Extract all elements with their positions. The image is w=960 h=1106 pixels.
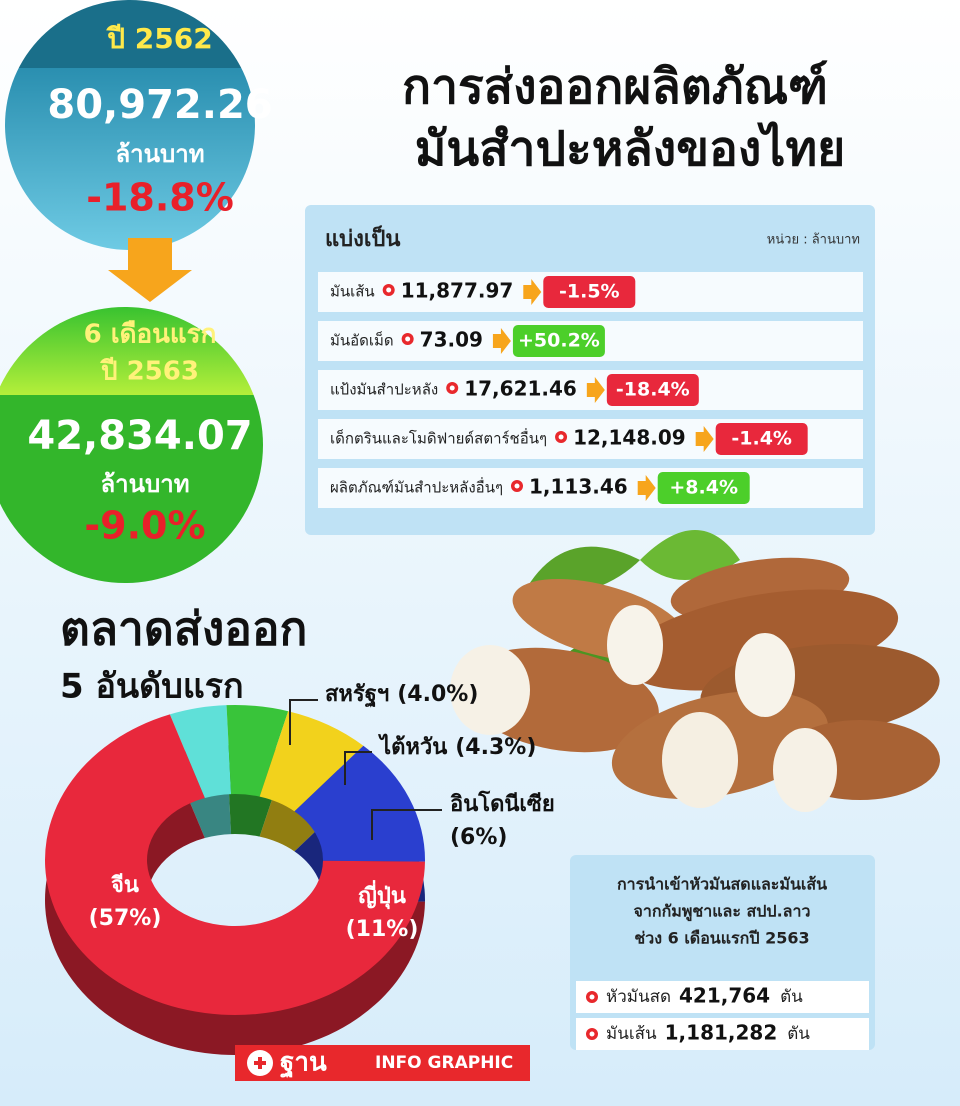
row-bg — [318, 468, 863, 508]
slice-label: อินโดนีเซีย — [450, 790, 555, 817]
slice-value-label: (4.0%) — [397, 682, 478, 707]
slice — [169, 705, 232, 799]
bullet — [386, 287, 392, 293]
bullet — [449, 385, 455, 391]
row-value: 421,764 — [679, 984, 770, 1008]
bullet — [405, 336, 411, 342]
year-label: ปี 2562 — [105, 22, 212, 55]
logo — [235, 1045, 530, 1081]
slice-label: ญี่ปุ่น — [358, 879, 406, 910]
row-name: ผลิตภัณฑ์มันสำปะหลังอื่นๆ — [330, 477, 503, 497]
imports-title: จากกัมพูชาและ สปป.ลาว — [634, 902, 811, 923]
change-badge — [512, 325, 605, 357]
row-name: มันเส้น — [330, 283, 375, 301]
breakdown-rows: มันเส้น 11,877.97 -1.5% มันอัดเม็ด 73.09 +50.… — [318, 272, 863, 508]
arrow — [108, 238, 192, 302]
change: -18.8% — [86, 176, 234, 220]
row-unit: ตัน — [787, 1024, 810, 1044]
bullet — [514, 483, 520, 489]
slice-value-label: (4.3%) — [455, 735, 536, 760]
unit-note: หน่วย : ล้านบาท — [767, 233, 860, 248]
change-badge — [715, 423, 808, 455]
slice — [226, 705, 289, 797]
chart-title: ตลาดส่งออก — [60, 602, 307, 656]
row-name: มันอัดเม็ด — [330, 331, 394, 350]
slice-label: จีน — [111, 873, 139, 898]
unit: ล้านบาท — [115, 140, 204, 168]
cassava-image — [450, 530, 940, 812]
imports-title: ช่วง 6 เดือนแรกปี 2563 — [634, 929, 809, 948]
change-badge — [543, 276, 636, 308]
slice-value-label: (6%) — [450, 825, 507, 850]
change-value: +8.4% — [669, 477, 738, 499]
row-bg — [576, 981, 869, 1013]
change-value: -18.4% — [616, 379, 690, 401]
change-value: -1.4% — [731, 428, 792, 450]
row-name: แป้งมันสำปะหลัง — [330, 381, 438, 399]
title: มันสำปะหลังของไทย — [415, 120, 845, 177]
arrow — [637, 475, 656, 501]
row-value: 73.09 — [420, 328, 483, 352]
period-label: 6 เดือนแรก — [84, 320, 217, 350]
logo-tag: INFO GRAPHIC — [375, 1053, 513, 1073]
year-label: ปี 2563 — [100, 357, 199, 387]
row-value: 1,113.46 — [529, 475, 628, 499]
callout — [289, 699, 318, 745]
total-value: 80,972.26 — [47, 82, 272, 128]
slice — [259, 711, 364, 812]
row-value: 12,148.09 — [573, 426, 686, 450]
logo-icon — [254, 1057, 266, 1069]
unit: ล้านบาท — [100, 470, 189, 498]
bullet — [589, 994, 595, 1000]
slice-value-label: (11%) — [346, 917, 419, 942]
arrow — [523, 279, 542, 305]
slice-label: ไต้หวัน — [378, 733, 447, 760]
row-value: 17,621.46 — [464, 377, 577, 401]
callout — [371, 809, 442, 840]
row-name: หัวมันสด — [606, 987, 671, 1007]
change-badge — [606, 374, 699, 406]
bullet — [589, 1031, 595, 1037]
slice-value-label: (57%) — [89, 906, 162, 931]
arrow — [492, 328, 511, 354]
slice — [45, 714, 425, 1016]
arrow — [586, 377, 605, 403]
row-name: มันเส้น — [606, 1024, 657, 1044]
row-unit: ตัน — [780, 987, 803, 1007]
arrow — [695, 426, 714, 452]
change: -9.0% — [84, 504, 205, 548]
imports-title: การนำเข้าหัวมันสดและมันเส้น — [617, 875, 827, 894]
logo-brand: ฐาน — [280, 1048, 327, 1080]
panel-heading: แบ่งเป็น — [325, 224, 400, 252]
chart-subtitle: 5 อันดับแรก — [60, 667, 244, 707]
imports-rows: หัวมันสด 421,764 ตันมันเส้น 1,181,282 ตัน — [576, 981, 869, 1050]
total-value: 42,834.07 — [27, 413, 252, 459]
row-value: 11,877.97 — [401, 279, 514, 303]
slice — [294, 745, 425, 862]
row-value: 1,181,282 — [665, 1021, 778, 1045]
change-badge — [657, 472, 750, 504]
title: การส่งออกผลิตภัณฑ์ — [402, 59, 828, 115]
bullet — [558, 434, 564, 440]
row-name: เด็กตรินและโมดิฟายด์สตาร์ชอื่นๆ — [330, 428, 547, 448]
donut-chart: สหรัฐฯ (4.0%) ไต้หวัน (4.3%) อินโดนีเซีย (6%)… — [45, 682, 555, 1055]
slice-label: สหรัฐฯ — [325, 682, 389, 708]
change-value: +50.2% — [518, 330, 600, 352]
callout — [344, 751, 372, 785]
row-bg — [576, 1018, 869, 1050]
change-value: -1.5% — [559, 281, 620, 303]
